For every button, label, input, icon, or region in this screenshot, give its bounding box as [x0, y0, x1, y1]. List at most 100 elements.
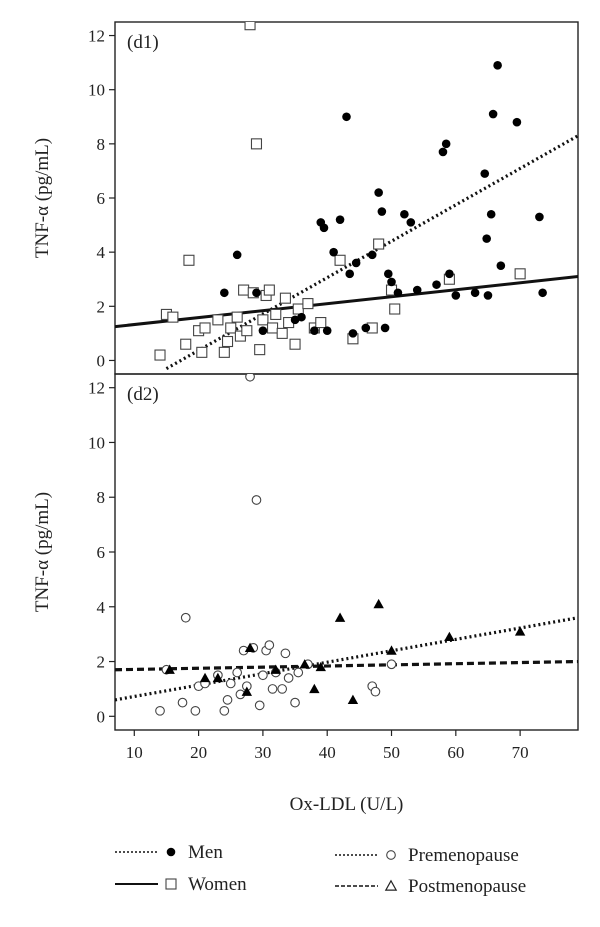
data-point [377, 207, 387, 216]
data-point [482, 234, 491, 243]
data-point [225, 322, 237, 334]
data-point [389, 303, 401, 315]
data-point [367, 250, 377, 260]
panel-d1: 0 2 4 6 8 10 12 TNF-α (pg/mL) (d1) [32, 21, 579, 375]
data-point [258, 326, 268, 335]
data-point [514, 626, 526, 636]
data-point [180, 338, 192, 350]
data-point [297, 312, 306, 322]
data-point [257, 314, 269, 326]
data-point [252, 288, 261, 298]
data-point [244, 642, 256, 653]
data-point [177, 697, 188, 708]
x-tick-label: 20 [190, 743, 207, 762]
panel-d2: 0 2 4 6 8 10 12 10 20 30 40 50 60 70 TNF-α (pg/mL) Ox-L… [32, 373, 579, 815]
y-tick-label: 4 [97, 598, 106, 617]
series-premenopause [155, 374, 397, 716]
data-point [315, 317, 327, 329]
y-tick-label: 6 [97, 189, 106, 208]
regression-line-premenopause [115, 616, 578, 702]
data-point [270, 308, 282, 320]
data-point [164, 664, 175, 674]
data-point [267, 684, 278, 694]
data-point [334, 612, 346, 622]
data-point [220, 288, 229, 298]
x-axis-label: Ox-LDL (U/L) [290, 794, 404, 815]
data-point [412, 285, 422, 295]
y-axis-label: TNF-α (pg/mL) [32, 138, 53, 258]
data-point [387, 277, 396, 287]
legend-marker [384, 879, 398, 891]
data-point [155, 705, 165, 716]
data-point [199, 672, 211, 683]
data-point [538, 288, 547, 298]
data-point [512, 117, 522, 127]
y-tick-label: 6 [97, 543, 106, 562]
data-point [212, 314, 224, 326]
data-point [219, 705, 230, 716]
data-point [535, 212, 544, 222]
data-point [241, 325, 253, 337]
y-tick-label: 10 [88, 81, 105, 100]
x-tick-label: 30 [254, 743, 271, 762]
data-point [347, 694, 359, 705]
data-point [315, 661, 326, 672]
data-point [496, 261, 506, 270]
data-point [329, 247, 338, 257]
data-point [241, 686, 253, 696]
data-point [322, 326, 332, 335]
x-tick-label: 40 [319, 743, 336, 762]
data-point [370, 686, 381, 697]
data-point [254, 700, 265, 711]
data-point [221, 335, 234, 348]
data-point [374, 188, 383, 197]
x-tick-label: 60 [447, 743, 464, 762]
y-tick-label: 8 [97, 135, 106, 154]
data-point [361, 323, 371, 333]
legend-label: Women [188, 874, 247, 895]
data-point [299, 659, 310, 669]
data-point [290, 315, 300, 325]
legend-item-premenopause: Premenopause [335, 845, 519, 866]
data-point [238, 284, 250, 296]
y-tick-label: 4 [97, 243, 106, 262]
data-point [290, 697, 300, 708]
data-point [218, 346, 230, 358]
data-point [386, 659, 397, 670]
panel-label: (d1) [127, 32, 159, 53]
plot-frame [114, 373, 579, 731]
x-tick-label: 70 [512, 743, 529, 762]
legend-marker [166, 847, 176, 857]
legend-label: Postmenopause [408, 876, 526, 897]
data-point [470, 288, 480, 298]
legend: Men Women Premenopause Postmenopause [115, 842, 526, 897]
data-point [250, 138, 263, 150]
data-point [293, 667, 304, 678]
data-point [279, 292, 291, 304]
data-point [196, 346, 208, 358]
data-point [335, 215, 345, 224]
data-point [514, 268, 526, 280]
series-women [154, 22, 526, 361]
data-point [445, 269, 454, 279]
data-point [493, 61, 502, 70]
data-point [254, 344, 266, 356]
data-point [451, 291, 461, 300]
plot-frame [114, 21, 579, 375]
legend-marker [165, 878, 177, 890]
data-point [342, 112, 351, 122]
data-point [289, 338, 301, 350]
data-point [232, 250, 242, 260]
data-point [386, 645, 397, 655]
y-tick-label: 8 [97, 488, 106, 507]
data-point [319, 223, 329, 233]
data-point [264, 640, 275, 650]
data-point [277, 684, 288, 694]
data-point [348, 329, 358, 338]
series-postmenopause [164, 598, 526, 705]
data-point [270, 664, 281, 674]
x-tick-label: 10 [126, 743, 143, 762]
x-tick-label: 50 [383, 743, 400, 762]
data-point [441, 139, 451, 149]
